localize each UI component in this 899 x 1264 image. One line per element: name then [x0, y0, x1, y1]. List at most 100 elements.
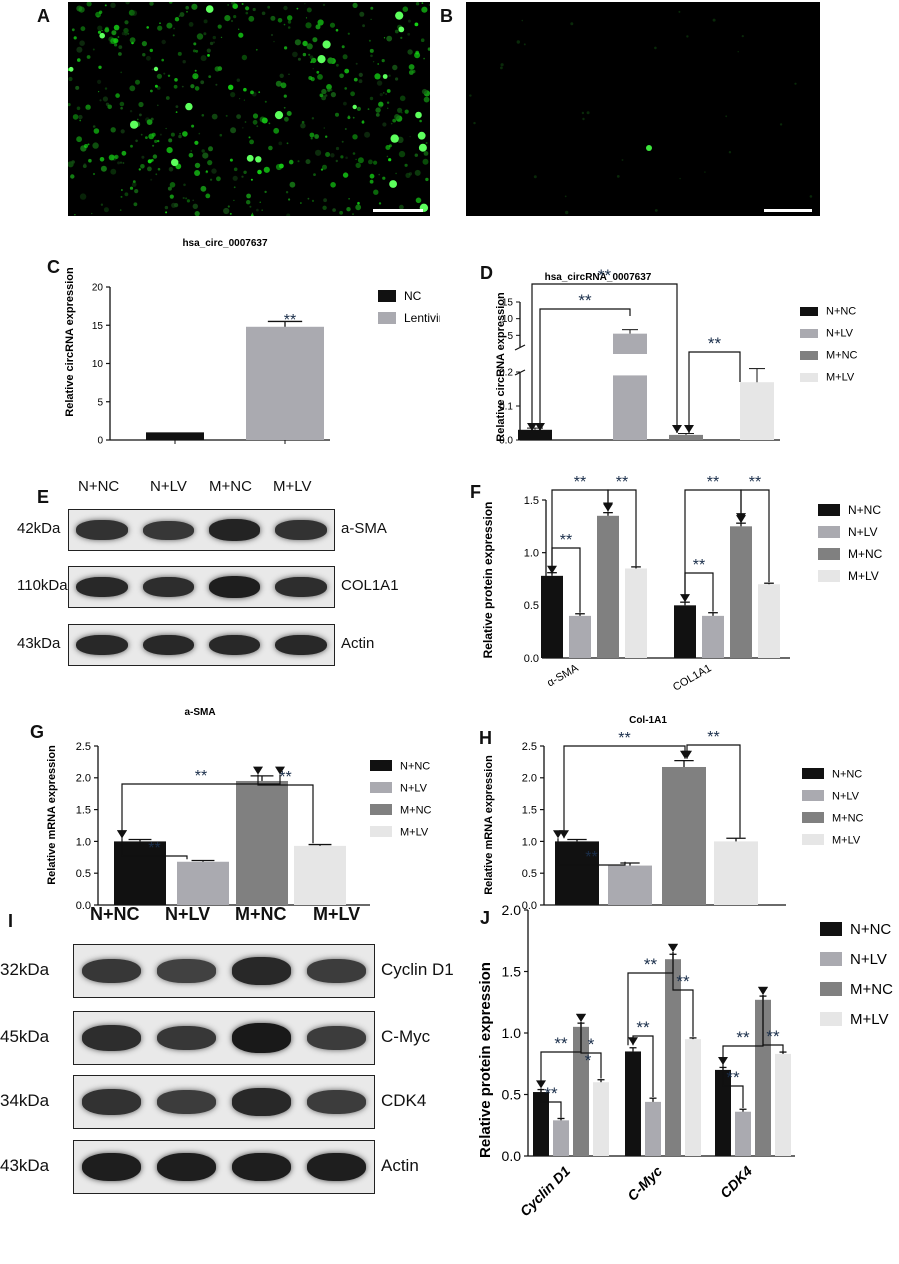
fluorescent-cell — [399, 95, 406, 102]
bar — [294, 845, 346, 905]
fluorescent-cell — [101, 30, 103, 32]
fluorescent-cell — [335, 159, 338, 163]
panel-label-e: E — [37, 487, 50, 507]
fluorescent-cell — [286, 111, 292, 116]
fluorescent-cell — [362, 24, 365, 28]
legend-label: N+NC — [400, 760, 430, 772]
fluorescent-cell — [279, 163, 284, 169]
y-tick-label: 0.0 — [522, 900, 537, 912]
fluorescent-cell — [263, 166, 270, 173]
legend-label: NC — [404, 289, 422, 303]
fluorescent-cell — [105, 26, 109, 31]
fluorescent-cell — [124, 20, 129, 25]
significance-stars: ** — [736, 1028, 750, 1047]
fluorescent-cell — [86, 2, 92, 7]
blot-i-band — [157, 1090, 216, 1114]
fluorescent-cell — [99, 99, 102, 102]
bracket-arrow — [603, 502, 613, 511]
fluorescent-cell — [314, 134, 319, 139]
blot-i-band — [157, 1025, 216, 1051]
fluorescent-cell — [408, 70, 414, 75]
fluorescent-cell — [616, 175, 620, 178]
x-tick-label: COL1A1 — [671, 662, 714, 690]
fluorescent-cell — [121, 189, 123, 191]
fluorescent-cell — [201, 114, 205, 117]
fluorescent-cell — [168, 138, 173, 143]
legend-swatch — [802, 768, 824, 779]
fluorescent-cell — [78, 114, 83, 120]
fluorescent-cell — [310, 77, 315, 82]
fluorescent-cell — [335, 112, 339, 117]
fluorescent-cell — [178, 15, 181, 17]
fluorescent-cell — [357, 201, 360, 205]
fluorescent-cell — [317, 19, 324, 26]
fluorescent-cell — [76, 136, 82, 143]
fluorescent-cell — [287, 20, 292, 24]
fluorescent-cell — [310, 137, 313, 140]
bar — [740, 382, 774, 440]
bright-cell — [255, 156, 262, 163]
micrograph-b-image — [469, 10, 813, 215]
blot-i-protein-label: C-Myc — [381, 1026, 431, 1046]
chart-d-title: hsa_circRNA_0007637 — [545, 272, 652, 283]
fluorescent-cell — [88, 158, 92, 163]
fluorescent-cell — [533, 175, 537, 179]
fluorescent-cell — [217, 66, 223, 71]
legend-label: M+NC — [826, 350, 858, 362]
fluorescent-cell — [315, 149, 322, 156]
blot-i-band — [232, 1023, 291, 1053]
fluorescent-cell — [414, 169, 421, 176]
fluorescent-cell — [146, 55, 151, 61]
fluorescent-cell — [327, 57, 334, 64]
fluorescent-cell — [92, 125, 96, 128]
blot-e-kda-label: 110kDa — [17, 577, 68, 594]
bar — [669, 434, 703, 440]
fluorescent-cell — [355, 162, 361, 169]
significance-stars: ** — [644, 955, 658, 974]
fluorescent-cell — [404, 163, 408, 167]
panel-label-d: D — [480, 263, 493, 283]
y-tick-label: 1.0 — [76, 836, 91, 848]
fluorescent-cell — [377, 63, 380, 65]
chart-f-ylabel: Relative protein expression — [481, 502, 495, 659]
fluorescent-cell — [200, 55, 207, 62]
blot-e-band — [208, 576, 261, 598]
bright-cell — [418, 143, 427, 152]
fluorescent-cell — [407, 49, 413, 55]
fluorescent-cell — [305, 22, 312, 29]
significance-bracket — [580, 1021, 602, 1079]
fluorescent-cell — [230, 127, 237, 134]
fluorescent-cell — [257, 169, 262, 175]
x-tick-label: C-Myc — [624, 1163, 665, 1204]
blot-i-band — [307, 959, 366, 983]
fluorescent-cell — [150, 89, 153, 93]
significance-bracket — [762, 994, 784, 1052]
blot-i-band — [307, 1090, 366, 1114]
fluorescent-cell — [206, 48, 211, 53]
fluorescent-cell — [307, 197, 310, 200]
fluorescent-cell — [98, 91, 100, 93]
fluorescent-cell — [138, 168, 141, 171]
fluorescent-cell — [372, 61, 375, 63]
fluorescent-cell — [404, 109, 409, 114]
significance-bracket — [540, 1088, 562, 1118]
fluorescent-cell — [166, 147, 173, 154]
micrograph-a — [68, 2, 430, 216]
fluorescent-cell — [130, 144, 133, 148]
fluorescent-cell — [192, 199, 194, 202]
fluorescent-cell — [421, 2, 424, 4]
blot-i-protein-label: Actin — [381, 1155, 419, 1175]
fluorescent-cell — [188, 152, 194, 158]
significance-bracket — [531, 283, 678, 433]
fluorescent-cell — [151, 132, 156, 137]
chart-h-title: Col-1A1 — [629, 715, 667, 726]
fluorescent-cell — [123, 27, 129, 34]
blot-i-strip — [73, 1011, 375, 1065]
fluorescent-cell — [137, 118, 139, 121]
blot-i-lane-4: M+LV — [313, 904, 361, 924]
blot-e-lane-2: N+LV — [150, 478, 187, 495]
bright-cell — [205, 5, 214, 13]
fluorescent-cell — [340, 155, 344, 159]
fluorescent-cell — [311, 57, 317, 64]
fluorescent-cell — [236, 78, 240, 82]
